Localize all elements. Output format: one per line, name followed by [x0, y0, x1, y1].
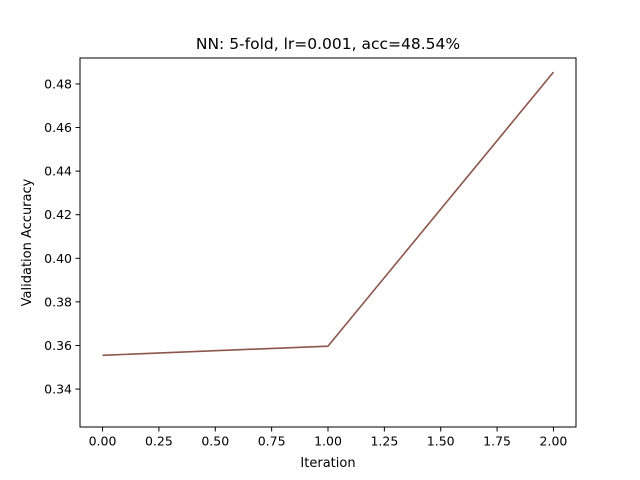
- x-axis-label: Iteration: [300, 456, 355, 471]
- x-tick-label: 1.50: [427, 434, 455, 449]
- y-tick-label: 0.44: [44, 164, 72, 179]
- plot-area: [80, 58, 576, 427]
- x-tick-label: 2.00: [540, 434, 568, 449]
- y-axis-label: Validation Accuracy: [20, 178, 35, 306]
- x-tick-label: 0.25: [145, 434, 173, 449]
- x-tick-label: 1.75: [483, 434, 511, 449]
- y-tick-label: 0.40: [44, 251, 72, 266]
- y-tick-label: 0.36: [44, 338, 72, 353]
- x-tick-label: 0.00: [89, 434, 117, 449]
- x-tick-label: 1.00: [314, 434, 342, 449]
- y-tick-label: 0.38: [44, 294, 72, 309]
- y-axis-ticks: 0.34 0.36 0.38 0.40 0.42 0.44 0.46 0.48: [44, 76, 80, 397]
- y-tick-label: 0.46: [44, 120, 72, 135]
- chart-title: NN: 5-fold, lr=0.001, acc=48.54%: [196, 35, 460, 53]
- series-layer: [102, 71, 555, 357]
- y-tick-label: 0.48: [44, 76, 72, 91]
- x-tick-label: 0.50: [201, 434, 229, 449]
- x-tick-label: 0.75: [258, 434, 286, 449]
- y-tick-label: 0.42: [44, 207, 72, 222]
- y-tick-label: 0.34: [44, 382, 72, 397]
- series-line: [102, 71, 555, 357]
- x-axis-ticks: 0.00 0.25 0.50 0.75 1.00 1.25 1.50 1.75 2.00: [89, 427, 568, 449]
- x-tick-label: 1.25: [370, 434, 398, 449]
